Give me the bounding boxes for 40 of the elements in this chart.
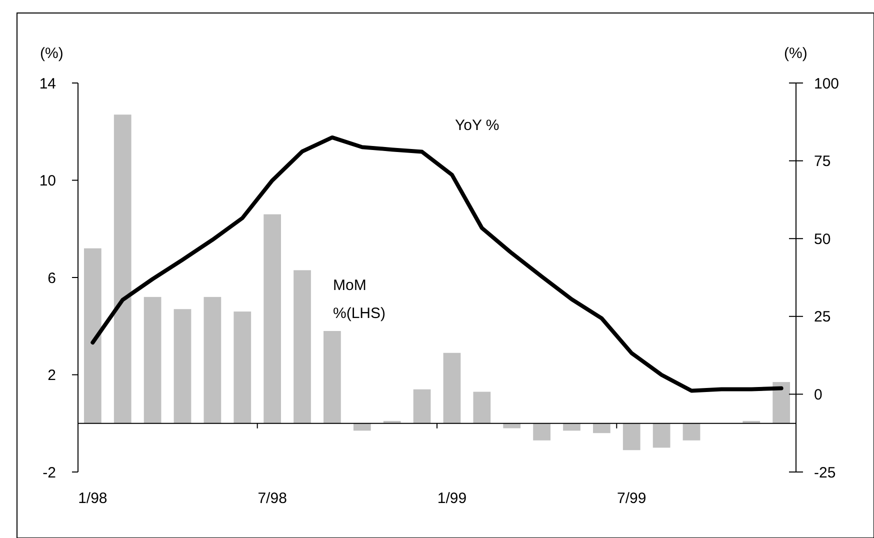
series-label: MoM %(LHS) (333, 277, 386, 322)
bar (533, 423, 550, 440)
bar (652, 423, 670, 448)
y-tick-label: 6 (48, 270, 56, 287)
bar (324, 330, 341, 424)
bar (772, 382, 790, 424)
bar (473, 392, 491, 424)
bar (114, 114, 132, 424)
bar (144, 296, 162, 424)
bar (174, 309, 192, 424)
y2-tick-label: 75 (814, 153, 831, 170)
bar (592, 423, 610, 434)
bar (682, 423, 700, 440)
bar (443, 352, 461, 424)
y2-tick-label: 25 (814, 308, 831, 326)
x-tick-label: 1/99 (437, 490, 467, 507)
y-tick-label: -2 (42, 464, 56, 482)
bar (264, 214, 282, 424)
y2-tick-label: 50 (814, 230, 831, 248)
bar (234, 312, 252, 424)
y-axis-title: (%) (40, 45, 64, 62)
bar (204, 296, 222, 424)
bar (622, 423, 640, 450)
x-tick-label: 7/98 (258, 490, 287, 507)
y-tick-label: 14 (39, 75, 56, 92)
x-tick-label: 7/99 (617, 490, 646, 507)
line-series (90, 135, 784, 393)
text: YoY % (455, 117, 500, 134)
y-tick-label: 10 (39, 172, 56, 190)
bar (563, 423, 580, 431)
bar (294, 270, 311, 424)
y2-tick-label: 100 (814, 75, 840, 92)
y-tick-label: 2 (48, 367, 56, 384)
bar (413, 389, 431, 424)
y2-axis-title: (%) (784, 45, 808, 62)
bar (353, 423, 371, 431)
y2-tick-label: -25 (814, 464, 836, 482)
x-tick-label: 1/98 (78, 490, 108, 507)
bar (84, 248, 102, 424)
y2-tick-label: 0 (814, 386, 822, 404)
